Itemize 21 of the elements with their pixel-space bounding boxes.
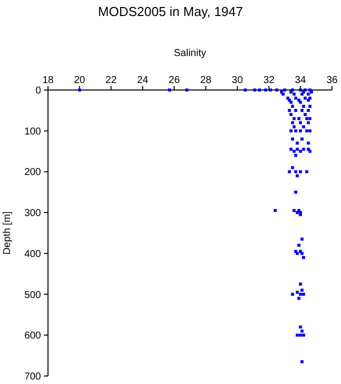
x-tick-label: 32 — [263, 75, 275, 86]
x-tick-label: 22 — [106, 75, 118, 86]
y-tick-label: 400 — [24, 248, 42, 260]
x-axis-title: Salinity — [174, 48, 206, 59]
y-tick-label: 300 — [24, 208, 42, 220]
y-tick-label: 500 — [24, 290, 42, 301]
chart-title: MODS2005 in May, 1947 — [98, 4, 243, 19]
y-tick-label: 600 — [24, 330, 42, 342]
y-tick-label: 200 — [24, 167, 42, 178]
y-tick-label: 100 — [24, 126, 42, 138]
y-tick-label: 0 — [35, 86, 42, 96]
x-tick-label: 20 — [74, 75, 86, 86]
x-tick-label: 34 — [294, 75, 306, 86]
x-tick-label: 24 — [137, 75, 149, 86]
x-tick-label: 26 — [168, 75, 180, 86]
x-tick-label: 30 — [232, 75, 244, 86]
x-tick-label: 36 — [326, 75, 338, 86]
x-tick-label: 18 — [42, 75, 54, 86]
x-tick-label: 28 — [200, 75, 212, 86]
y-tick-label: 700 — [24, 372, 42, 382]
y-axis-title: Depth [m] — [2, 211, 13, 255]
